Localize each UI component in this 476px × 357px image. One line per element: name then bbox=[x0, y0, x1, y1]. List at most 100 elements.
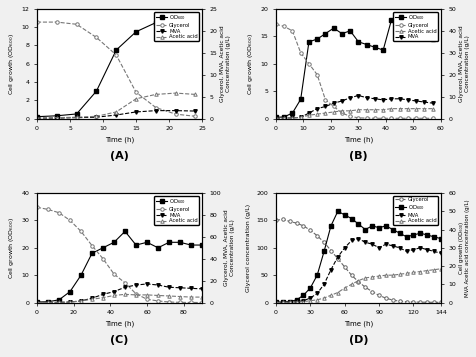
Glycerol bbox=[34, 205, 40, 210]
Acetic acid bbox=[166, 294, 171, 298]
OD$_{600}$ bbox=[396, 231, 402, 235]
Glycerol bbox=[155, 299, 160, 303]
Glycerol bbox=[396, 116, 402, 120]
Acetic acid bbox=[334, 290, 340, 295]
Line: OD$_{600}$: OD$_{600}$ bbox=[35, 230, 203, 304]
Glycerol bbox=[314, 72, 319, 77]
OD$_{600}$ bbox=[341, 213, 347, 217]
Acetic acid bbox=[330, 110, 336, 114]
Acetic acid bbox=[289, 116, 295, 120]
OD$_{600}$ bbox=[338, 31, 344, 36]
Glycerol bbox=[279, 217, 285, 221]
MVA bbox=[382, 242, 388, 246]
Acetic acid bbox=[327, 293, 333, 297]
OD$_{600}$ bbox=[122, 229, 128, 233]
Acetic acid bbox=[155, 293, 160, 298]
MVA bbox=[155, 283, 160, 287]
X-axis label: Time (h): Time (h) bbox=[343, 137, 372, 143]
Acetic acid bbox=[100, 296, 106, 300]
MVA bbox=[430, 249, 436, 253]
MVA bbox=[389, 244, 395, 248]
MVA bbox=[371, 97, 377, 101]
Glycerol bbox=[74, 22, 79, 26]
MVA bbox=[355, 94, 360, 98]
OD$_{600}$ bbox=[327, 224, 333, 228]
Y-axis label: Glycerol, MVA, Acetic acid
Concentration (g/L): Glycerol, MVA, Acetic acid Concentration… bbox=[458, 25, 469, 102]
OD$_{600}$ bbox=[322, 31, 327, 36]
Acetic acid bbox=[363, 107, 369, 112]
MVA bbox=[192, 109, 198, 113]
OD$_{600}$ bbox=[166, 240, 171, 245]
MVA bbox=[133, 283, 139, 287]
X-axis label: Time (h): Time (h) bbox=[105, 137, 134, 143]
MVA bbox=[93, 115, 99, 119]
OD$_{600}$ bbox=[153, 20, 159, 25]
Legend: Glycerol, OD$_{600}$, MVA, Acetic acid: Glycerol, OD$_{600}$, MVA, Acetic acid bbox=[392, 196, 437, 225]
Acetic acid bbox=[307, 298, 313, 303]
Line: MVA: MVA bbox=[274, 94, 434, 120]
MVA bbox=[347, 96, 352, 100]
MVA bbox=[322, 104, 327, 109]
Glycerol bbox=[322, 98, 327, 102]
Acetic acid bbox=[54, 116, 60, 120]
Glycerol bbox=[306, 62, 311, 66]
OD$_{600}$ bbox=[177, 240, 182, 245]
Line: Acetic acid: Acetic acid bbox=[35, 293, 203, 304]
Acetic acid bbox=[188, 295, 194, 299]
Legend: OD$_{600}$, Glycerol, MVA, Acetic acid: OD$_{600}$, Glycerol, MVA, Acetic acid bbox=[154, 196, 199, 225]
Acetic acid bbox=[314, 298, 319, 302]
OD$_{600}$ bbox=[297, 97, 303, 101]
MVA bbox=[272, 300, 278, 305]
OD$_{600}$ bbox=[74, 112, 79, 116]
MVA bbox=[388, 97, 394, 101]
Acetic acid bbox=[376, 274, 381, 278]
Glycerol bbox=[78, 229, 84, 233]
Acetic acid bbox=[403, 271, 408, 276]
MVA bbox=[348, 238, 354, 243]
MVA bbox=[166, 285, 171, 290]
OD$_{600}$ bbox=[413, 31, 418, 36]
Glycerol bbox=[67, 218, 73, 222]
MVA bbox=[144, 282, 149, 286]
Glycerol bbox=[368, 290, 374, 294]
Legend: OD$_{600}$, Glycerol, Acetic acid, MVA: OD$_{600}$, Glycerol, Acetic acid, MVA bbox=[392, 11, 437, 41]
OD$_{600}$ bbox=[155, 246, 160, 250]
Glycerol bbox=[430, 300, 436, 305]
Glycerol bbox=[437, 300, 443, 305]
Glycerol bbox=[89, 243, 95, 248]
Line: OD$_{600}$: OD$_{600}$ bbox=[274, 210, 442, 304]
MVA bbox=[272, 116, 278, 120]
MVA bbox=[327, 267, 333, 272]
MVA bbox=[363, 96, 369, 100]
OD$_{600}$ bbox=[199, 243, 205, 247]
Acetic acid bbox=[93, 114, 99, 119]
Glycerol bbox=[363, 116, 369, 120]
OD$_{600}$ bbox=[429, 37, 435, 41]
Glycerol bbox=[300, 224, 306, 228]
Acetic acid bbox=[89, 297, 95, 301]
Acetic acid bbox=[281, 116, 287, 120]
Acetic acid bbox=[45, 300, 51, 305]
Acetic acid bbox=[279, 300, 285, 305]
Acetic acid bbox=[133, 97, 139, 101]
OD$_{600}$ bbox=[113, 48, 119, 52]
Acetic acid bbox=[177, 295, 182, 299]
OD$_{600}$ bbox=[56, 298, 62, 302]
MVA bbox=[122, 285, 128, 290]
OD$_{600}$ bbox=[410, 233, 416, 237]
Glycerol bbox=[341, 265, 347, 269]
Acetic acid bbox=[424, 268, 429, 273]
MVA bbox=[334, 255, 340, 259]
Glycerol bbox=[172, 112, 178, 116]
Glycerol bbox=[404, 116, 410, 120]
MVA bbox=[396, 246, 402, 250]
MVA bbox=[54, 116, 60, 120]
Glycerol bbox=[133, 90, 139, 94]
Glycerol bbox=[348, 273, 354, 277]
Line: OD$_{600}$: OD$_{600}$ bbox=[274, 15, 434, 119]
Acetic acid bbox=[437, 267, 443, 271]
MVA bbox=[113, 113, 119, 117]
Y-axis label: Glycerol concentration (g/L): Glycerol concentration (g/L) bbox=[246, 204, 250, 292]
OD$_{600}$ bbox=[281, 115, 287, 119]
OD$_{600}$ bbox=[437, 236, 443, 241]
